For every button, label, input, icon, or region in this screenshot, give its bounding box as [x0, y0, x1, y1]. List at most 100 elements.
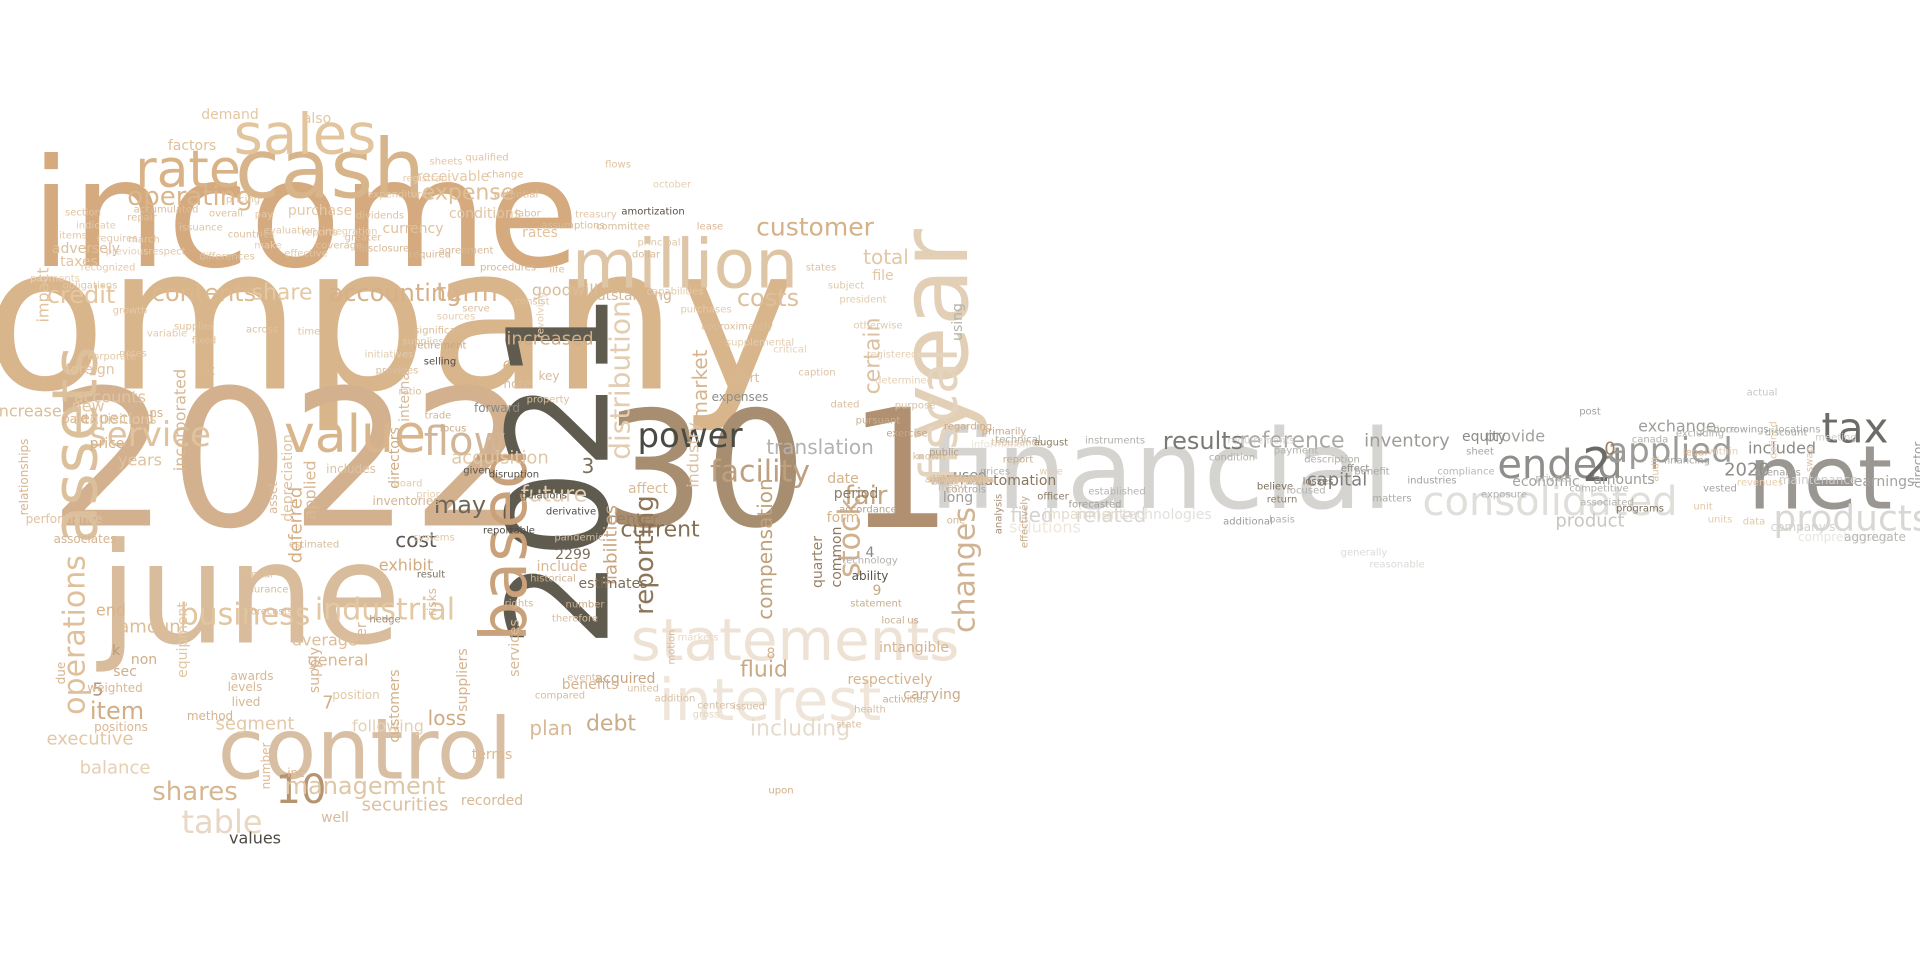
cloud-word: schneider — [936, 475, 986, 486]
cloud-word: time — [298, 327, 321, 338]
cloud-word: power — [637, 416, 742, 456]
cloud-word: uncertain — [936, 475, 984, 486]
cloud-word: items — [59, 231, 87, 242]
cloud-word: process — [941, 475, 979, 486]
cloud-word: significant — [414, 326, 466, 337]
cloud-word: forecasted — [1069, 500, 1122, 511]
cloud-word: 0 — [1604, 439, 1615, 460]
cloud-word: k — [112, 643, 121, 659]
cloud-word: principal — [637, 238, 680, 249]
cloud-word: equipment — [175, 602, 191, 678]
cloud-word: us — [907, 616, 919, 627]
cloud-word: customers — [387, 669, 403, 742]
cloud-word: known — [913, 452, 946, 463]
cloud-word: pricing — [226, 195, 260, 206]
cloud-word: focus — [440, 424, 467, 435]
cloud-word: expenses — [712, 390, 769, 404]
cloud-word: doubtful — [939, 475, 981, 486]
cloud-word: change — [487, 170, 524, 181]
cloud-word: based — [468, 448, 542, 641]
cloud-word: canada — [1632, 435, 1669, 446]
cloud-word: earnings — [1854, 474, 1915, 490]
cloud-word: procedures — [480, 263, 536, 274]
cloud-word: 2022 — [48, 350, 532, 571]
cloud-word: 2299 — [555, 547, 591, 563]
cloud-word: hedge — [369, 615, 400, 626]
cloud-word: automation — [976, 473, 1057, 489]
cloud-word: focused — [1286, 486, 1325, 497]
cloud-word: incorporated — [171, 369, 190, 471]
cloud-word: debt — [586, 712, 636, 737]
cloud-word: supply — [307, 647, 323, 693]
cloud-word: established — [1088, 487, 1145, 498]
cloud-word: exercise — [886, 429, 927, 440]
cloud-word: affected — [939, 475, 980, 486]
cloud-word: margin — [942, 475, 977, 486]
cloud-word: foreign — [65, 362, 114, 378]
cloud-word: fair — [845, 481, 888, 511]
cloud-word: included — [1748, 439, 1816, 458]
cloud-word: supplier — [174, 322, 215, 333]
cloud-word: purchases — [680, 305, 731, 316]
cloud-word: events — [567, 673, 601, 684]
cloud-word: coverage — [316, 241, 362, 252]
cloud-word: centers — [697, 701, 734, 712]
cloud-word: forecasts — [247, 607, 293, 618]
cloud-word: compensation — [753, 478, 777, 619]
cloud-word: effective — [284, 249, 327, 260]
cloud-word: regulations — [511, 491, 567, 502]
cloud-word: note — [503, 377, 530, 391]
cloud-word: purchase — [288, 203, 352, 219]
cloud-word: price — [90, 436, 125, 452]
cloud-word: private — [1535, 474, 1570, 485]
cloud-word: 34 — [954, 475, 967, 486]
cloud-word: balance — [80, 758, 151, 779]
cloud-word: adversely — [52, 241, 120, 257]
cloud-word: filing — [948, 475, 973, 486]
cloud-word: well — [321, 810, 349, 826]
cloud-word: ebitda — [944, 475, 976, 486]
cloud-word: materially — [935, 475, 986, 486]
cloud-word: securitization — [926, 475, 993, 486]
cloud-word: locations — [1776, 425, 1821, 436]
cloud-word: retirement — [414, 341, 467, 352]
cloud-word: revolving — [536, 292, 547, 338]
cloud-word: deposits — [939, 475, 981, 486]
cloud-word: effect — [1341, 464, 1370, 475]
cloud-word: affect — [628, 481, 669, 497]
cloud-word: reasonable — [1369, 560, 1424, 571]
cloud-word: applied — [1607, 431, 1732, 471]
cloud-word: dividends — [356, 211, 404, 222]
cloud-word: technology — [842, 556, 898, 567]
cloud-word: generally — [1341, 548, 1388, 559]
cloud-word: long — [943, 490, 973, 506]
cloud-word: disclosure — [359, 244, 409, 255]
cloud-word: per — [354, 622, 370, 646]
cloud-word: issued — [733, 702, 765, 713]
cloud-word: liabilities — [601, 505, 622, 585]
cloud-word: indicate — [76, 221, 116, 232]
cloud-word: transition — [936, 475, 984, 486]
cloud-word: solutions — [1009, 518, 1081, 537]
cloud-word: amounts — [1593, 472, 1654, 488]
cloud-word: internal — [397, 368, 413, 422]
cloud-word: requires — [97, 234, 138, 245]
cloud-word: 19 — [954, 475, 967, 486]
cloud-word: motion — [667, 629, 678, 664]
cloud-word: cash — [235, 123, 425, 218]
cloud-word: suppliers — [455, 648, 471, 711]
cloud-word: filed — [1010, 503, 1053, 527]
cloud-word: income — [30, 128, 579, 302]
cloud-word: post — [1579, 407, 1601, 418]
cloud-word: provides — [376, 366, 419, 377]
cloud-word: period — [834, 486, 879, 502]
cloud-word: supplemental — [726, 338, 794, 349]
cloud-word: various — [942, 475, 979, 486]
cloud-word: proceeds — [937, 475, 983, 486]
cloud-word: condition — [1209, 453, 1255, 464]
cloud-word: reportable — [483, 526, 535, 537]
cloud-word: reporting — [630, 495, 660, 615]
cloud-word: contracts — [937, 475, 984, 486]
cloud-word: return — [1267, 495, 1298, 506]
